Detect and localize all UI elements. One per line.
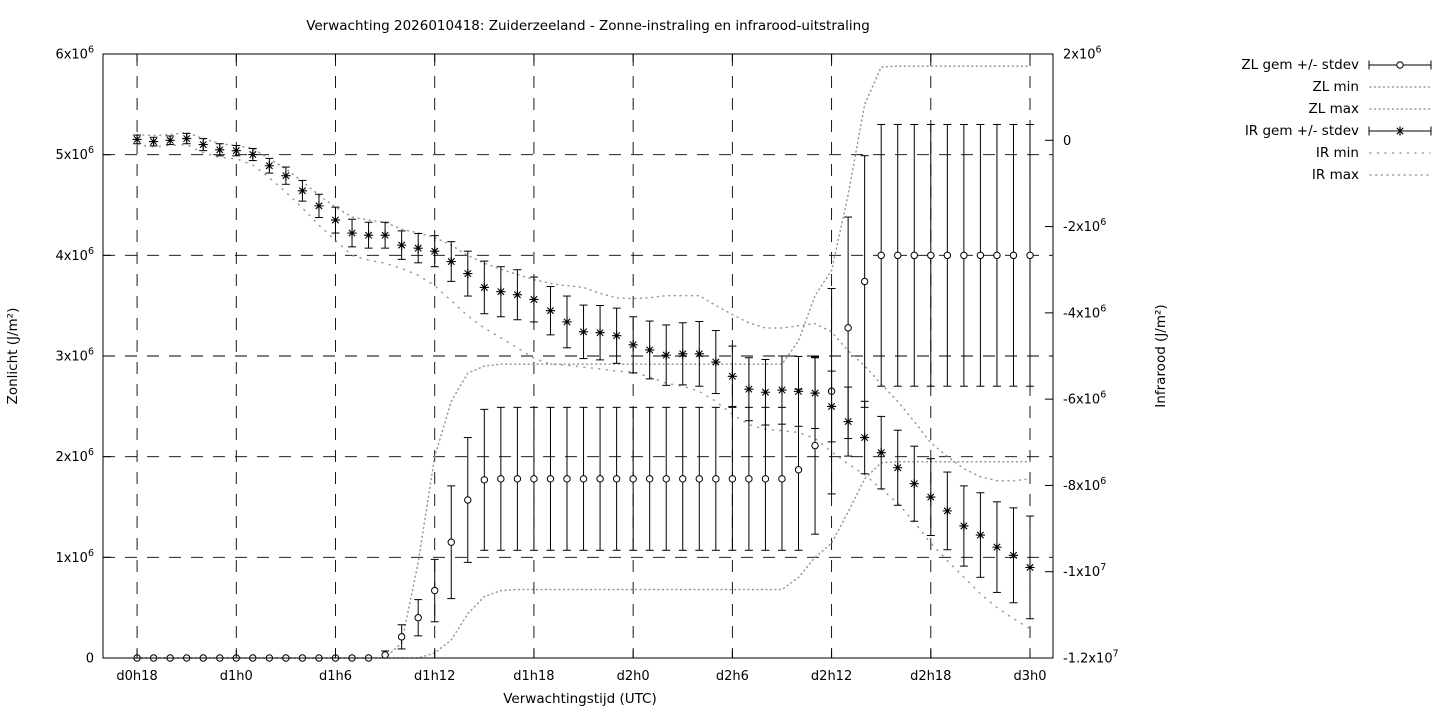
- legend-sample-zl-gem: [1368, 60, 1432, 70]
- legend-label: IR max: [1311, 167, 1359, 183]
- axes: [102, 53, 1054, 659]
- svg-text:0: 0: [86, 652, 94, 667]
- svg-text:-2x106: -2x106: [1063, 217, 1106, 235]
- legend-row: ZL max: [1241, 98, 1432, 120]
- legend: ZL gem +/- stdev ZL min ZL max IR gem +/…: [1241, 54, 1432, 186]
- y-left-axis-title: Zonlicht (J/m²): [5, 307, 21, 405]
- tick-labels: d0h18 d1h0 d1h6 d1h12 d1h18 d2h0 d2h6 d2h12 d2h1…: [55, 45, 1118, 685]
- svg-text:-1.2x107: -1.2x107: [1063, 649, 1119, 667]
- legend-sample-zl-max: [1369, 108, 1431, 110]
- legend-label: ZL max: [1308, 101, 1359, 117]
- series-zl-gem-stdev: [133, 123, 1035, 662]
- svg-text:0: 0: [1063, 134, 1071, 149]
- svg-text:d2h0: d2h0: [617, 669, 650, 684]
- svg-text:1x106: 1x106: [55, 548, 94, 566]
- svg-text:-4x106: -4x106: [1063, 303, 1106, 321]
- legend-label: ZL min: [1312, 79, 1359, 95]
- svg-text:d1h12: d1h12: [414, 669, 455, 684]
- legend-sample-ir-gem: [1368, 126, 1432, 136]
- svg-text:d1h18: d1h18: [513, 669, 554, 684]
- legend-row: IR min: [1241, 142, 1432, 164]
- svg-text:d0h18: d0h18: [116, 669, 157, 684]
- svg-text:-1x107: -1x107: [1063, 562, 1106, 580]
- svg-text:2x106: 2x106: [55, 447, 94, 465]
- svg-text:3x106: 3x106: [55, 347, 94, 365]
- svg-text:d2h6: d2h6: [716, 669, 749, 684]
- svg-text:d3h0: d3h0: [1013, 669, 1046, 684]
- svg-text:-6x106: -6x106: [1063, 390, 1106, 408]
- svg-text:6x106: 6x106: [55, 45, 94, 63]
- legend-row: IR gem +/- stdev: [1241, 120, 1432, 142]
- legend-label: ZL gem +/- stdev: [1241, 57, 1359, 73]
- chart-title: Verwachting 2026010418: Zuiderzeeland - …: [306, 18, 870, 34]
- svg-text:d2h18: d2h18: [910, 669, 951, 684]
- legend-sample-ir-min: [1369, 152, 1431, 154]
- svg-text:2x106: 2x106: [1063, 45, 1102, 63]
- legend-row: IR max: [1241, 164, 1432, 186]
- legend-sample-zl-min: [1369, 86, 1431, 88]
- y-right-axis-title: Infrarood (J/m²): [1153, 304, 1169, 408]
- legend-sample-ir-max: [1369, 174, 1431, 176]
- svg-text:5x106: 5x106: [55, 145, 94, 163]
- legend-row: ZL min: [1241, 76, 1432, 98]
- grid: [103, 54, 1053, 658]
- svg-text:d1h0: d1h0: [220, 669, 253, 684]
- series-ir-gem-stdev: [132, 132, 1035, 620]
- legend-label: IR gem +/- stdev: [1244, 123, 1359, 139]
- x-axis-title: Verwachtingstijd (UTC): [503, 691, 657, 707]
- legend-label: IR min: [1315, 145, 1359, 161]
- svg-text:4x106: 4x106: [55, 246, 94, 264]
- svg-text:d1h6: d1h6: [319, 669, 352, 684]
- svg-text:d2h12: d2h12: [811, 669, 852, 684]
- legend-row: ZL gem +/- stdev: [1241, 54, 1432, 76]
- svg-text:-8x106: -8x106: [1063, 476, 1106, 494]
